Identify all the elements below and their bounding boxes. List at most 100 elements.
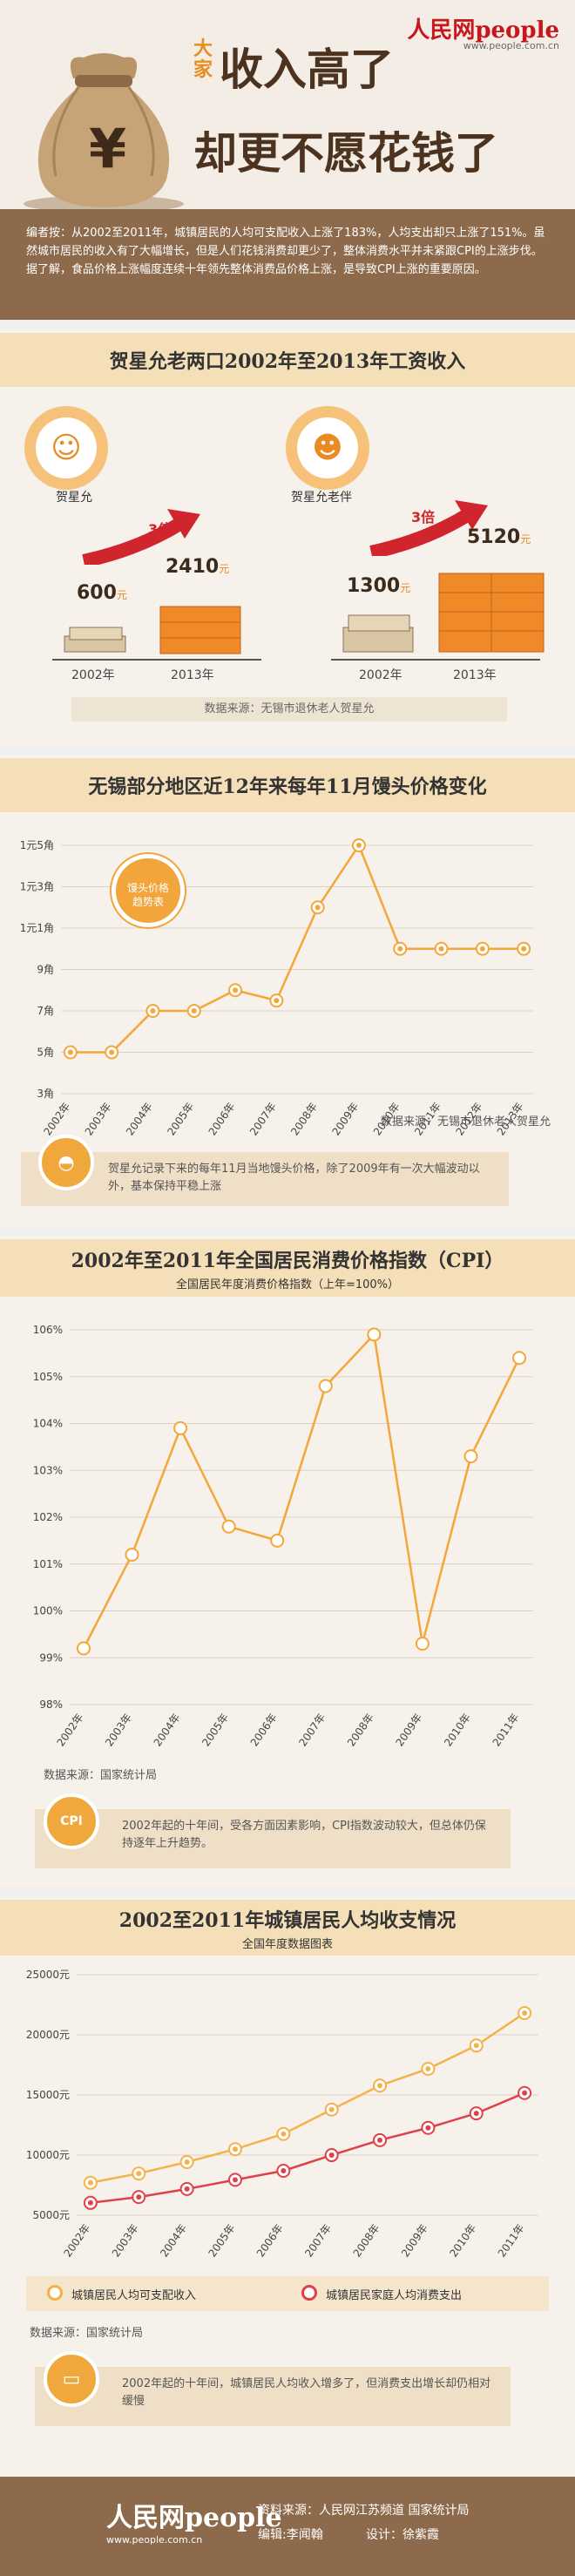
y-tick-label: 102%	[33, 1511, 63, 1523]
section2-title: 无锡部分地区近12年来每年11月馒头价格变化	[0, 758, 575, 812]
y-tick-label: 1元3角	[20, 881, 54, 893]
grandpa-avatar: ☺	[24, 406, 108, 490]
y-tick-label: 15000元	[26, 2089, 70, 2101]
x-tick-label: 2011年	[490, 1712, 522, 1749]
data-point	[512, 1351, 527, 1366]
title-pre: 大家	[193, 37, 213, 81]
people-url: www.people.com.cn	[463, 40, 559, 51]
title-main: 收入高了	[220, 44, 394, 95]
x-tick-label: 2009年	[399, 2222, 430, 2260]
section2-note-text: 贺星允记录下来的每年11月当地馒头价格，除了2009年有一次大幅波动以外，基本保…	[108, 1163, 480, 1193]
header-banner: ¥ 人民网people www.people.com.cn 大家 收入高了 却更…	[0, 0, 575, 209]
x-tick-label: 2002年	[55, 1712, 86, 1749]
data-point-core	[438, 946, 444, 952]
footer-editor: 编辑:李闻翰	[258, 2528, 323, 2542]
footer-url: www.people.com.cn	[106, 2534, 203, 2545]
divider	[0, 320, 575, 329]
data-point-core	[136, 2194, 142, 2200]
data-point-core	[109, 1049, 115, 1055]
section4-source: 数据来源：国家统计局	[30, 2327, 144, 2340]
data-point	[221, 1519, 236, 1534]
y-tick-label: 105%	[33, 1371, 63, 1383]
x-tick-label: 2003年	[103, 1712, 134, 1749]
series-line-0	[82, 1332, 521, 1650]
y-tick-label: 1元5角	[20, 839, 54, 851]
data-point-core	[136, 2171, 142, 2177]
data-point-core	[150, 1008, 156, 1013]
x-tick-label: 2002年	[61, 2222, 92, 2260]
data-point	[76, 1641, 91, 1656]
people-logo: 人民网people	[407, 17, 559, 44]
data-point-core	[377, 2137, 383, 2143]
data-point-core	[425, 2125, 431, 2131]
legend-income-label: 城镇居民人均可支配收入	[71, 2289, 197, 2302]
section3-header: 2002年至2011年全国居民消费价格指数（CPI） 全国居民年度消费价格指数（…	[0, 1239, 575, 1297]
section1-source: 数据来源：无锡市退休老人贺星允	[71, 697, 507, 722]
x-tick-label: 2003年	[110, 2222, 141, 2260]
y-tick-label: 5000元	[32, 2209, 70, 2221]
title-line2: 却更不愿花钱了	[193, 127, 498, 179]
mantou-price-chart: 3角 5角 7角 9角 1元1角 1元3角 1元5角 2002年 2003年 2004年 2005年…	[20, 838, 533, 1138]
value-b-2013: 5120元	[467, 526, 531, 548]
data-point	[367, 1327, 382, 1342]
data-point-core	[232, 2177, 238, 2183]
axis-a	[52, 659, 261, 661]
section3-subtitle: 全国居民年度消费价格指数（上年=100%）	[175, 1278, 400, 1291]
grandma-avatar: ☻	[286, 406, 369, 490]
divider	[0, 746, 575, 755]
x-tick-label: 2008年	[288, 1101, 320, 1138]
data-point	[463, 1449, 478, 1464]
data-point-core	[522, 2010, 528, 2017]
x-tick-label: 2007年	[296, 1712, 328, 1749]
section3-note: 2002年起的十年间，受各方面因素影响，CPI指数波动较大，但总体仍保持逐年上升…	[35, 1809, 511, 1868]
x-tick-label: 2006年	[254, 2222, 286, 2260]
data-point-core	[87, 2200, 93, 2206]
footer-logo: 人民网people	[106, 2503, 282, 2533]
data-point-core	[281, 2167, 287, 2173]
legend-income-marker	[47, 2285, 63, 2301]
money-stacks-b-icon	[342, 573, 545, 653]
year-b-2002: 2002年	[359, 668, 402, 682]
data-point-core	[184, 2186, 190, 2192]
x-tick-label: 2009年	[330, 1101, 362, 1138]
x-tick-label: 2005年	[206, 2222, 238, 2260]
y-tick-label: 20000元	[26, 2029, 70, 2041]
data-point-core	[87, 2179, 93, 2186]
data-point-core	[473, 2043, 479, 2049]
section2-source: 数据来源：无锡市退休老人贺星允	[380, 1115, 551, 1129]
data-point-core	[184, 2159, 190, 2165]
y-tick-label: 3角	[37, 1088, 54, 1100]
data-point-core	[521, 946, 527, 952]
editor-note: 编者按：从2002至2011年，城镇居民的人均可支配收入上涨了183%，人均支出…	[0, 209, 575, 320]
section3-note-text: 2002年起的十年间，受各方面因素影响，CPI指数波动较大，但总体仍保持逐年上升…	[122, 1820, 486, 1850]
grandma-icon: ☻	[297, 417, 358, 478]
data-point-core	[473, 2111, 479, 2117]
data-point-core	[67, 1049, 73, 1055]
divider	[0, 1888, 575, 1896]
y-tick-label: 106%	[33, 1324, 63, 1336]
y-tick-label: 9角	[37, 964, 54, 976]
money-bag-icon: ¥	[24, 53, 184, 209]
data-point-core	[355, 843, 362, 848]
x-tick-label: 2002年	[41, 1101, 72, 1138]
section4-note: 2002年起的十年间，城镇居民人均收入增多了，但消费支出增长却仍相对缓慢	[35, 2367, 511, 2426]
cpi-chart: 98% 99% 100% 101% 102% 103% 104% 105% 106% 2002年 2…	[33, 1324, 533, 1749]
data-point-core	[328, 2106, 335, 2112]
data-point	[125, 1548, 139, 1562]
y-tick-label: 100%	[33, 1605, 63, 1617]
section4-subtitle: 全国年度数据图表	[241, 1937, 333, 1951]
x-tick-label: 2006年	[248, 1712, 280, 1749]
y-tick-label: 98%	[39, 1698, 63, 1711]
section3-title: 2002年至2011年全国居民消费价格指数（CPI）	[71, 1249, 504, 1272]
series-line-1	[90, 2091, 525, 2205]
mantou-icon: ◓	[38, 1135, 94, 1190]
section4-note-text: 2002年起的十年间，城镇居民人均收入增多了，但消费支出增长却仍相对缓慢	[122, 2377, 491, 2408]
year-b-2013: 2013年	[453, 668, 497, 682]
data-point-core	[522, 2090, 528, 2096]
x-tick-label: 2004年	[152, 1712, 183, 1749]
section4-title: 2002至2011年城镇居民人均收支情况	[118, 1908, 457, 1932]
data-point-core	[232, 2146, 238, 2152]
value-a-2013: 2410元	[166, 556, 230, 578]
y-tick-label: 5角	[37, 1047, 54, 1059]
grandpa-icon: ☺	[36, 417, 97, 478]
